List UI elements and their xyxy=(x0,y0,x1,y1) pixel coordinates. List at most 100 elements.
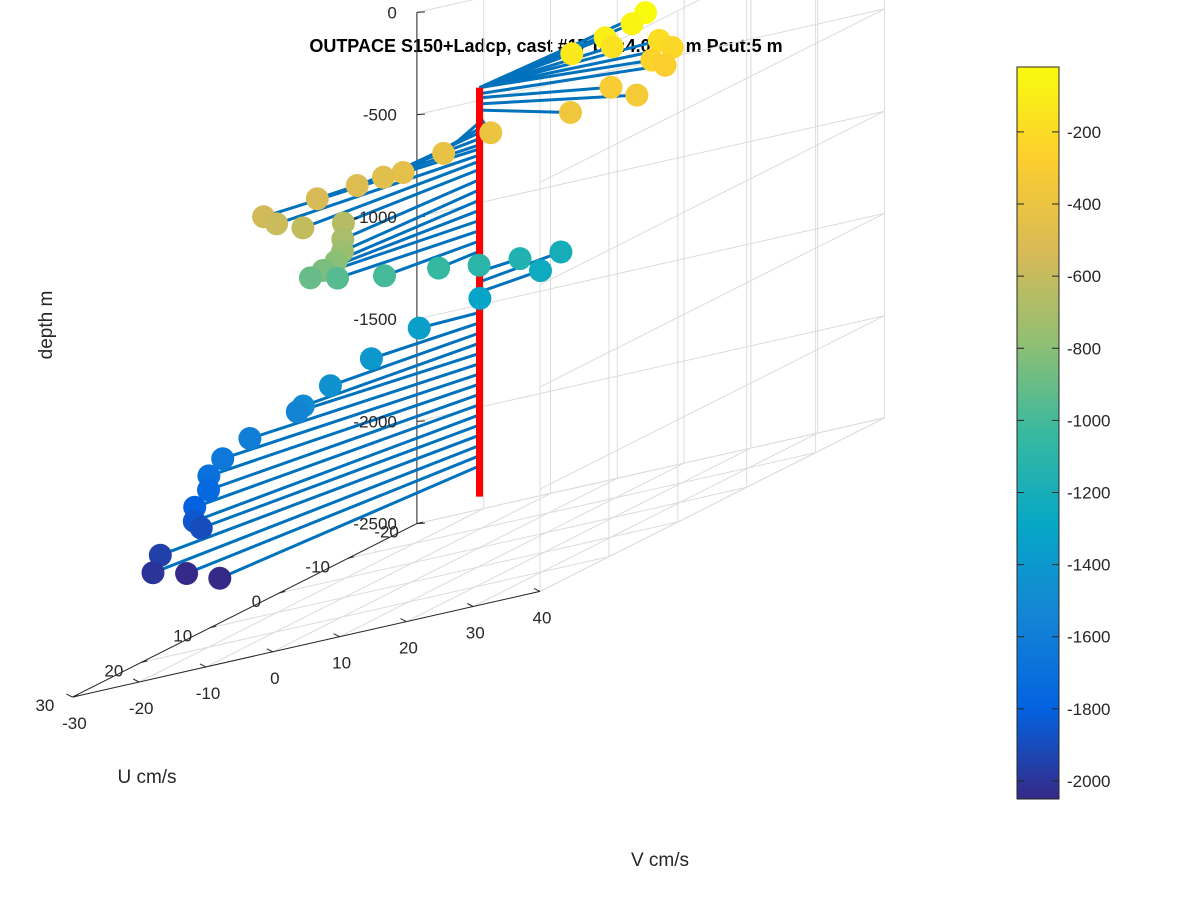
data-point xyxy=(305,187,329,211)
data-point xyxy=(345,174,369,197)
velocity-line xyxy=(337,229,480,280)
grid-line xyxy=(472,432,818,607)
data-point xyxy=(285,400,309,424)
colorbar-tick-label: -800 xyxy=(1067,339,1101,358)
data-point xyxy=(189,516,213,540)
data-point xyxy=(326,266,349,290)
y-axis-line xyxy=(72,590,541,698)
colorbar-tick-label: -1200 xyxy=(1067,483,1110,502)
x-tick-label: -20 xyxy=(374,523,399,542)
data-point xyxy=(620,12,644,36)
data-point xyxy=(599,75,623,99)
velocity-line xyxy=(208,382,480,478)
data-point xyxy=(479,121,503,145)
velocity-line xyxy=(193,413,481,523)
y-tick-mark xyxy=(533,587,541,592)
velocity-line xyxy=(479,63,666,96)
velocity-line xyxy=(383,239,481,278)
velocity-line xyxy=(479,108,571,114)
data-point xyxy=(208,566,232,590)
data-point xyxy=(653,53,677,77)
data-point xyxy=(211,447,235,471)
y-tick-label: -10 xyxy=(196,684,221,703)
x-tick-mark xyxy=(278,591,286,594)
velocity-line xyxy=(222,372,480,461)
data-point xyxy=(238,427,262,450)
velocity-line xyxy=(479,85,612,100)
data-point xyxy=(529,259,552,283)
data-point xyxy=(427,256,451,280)
x-tick-label: -10 xyxy=(305,557,330,576)
axes-box xyxy=(66,11,541,698)
y-tick-mark xyxy=(333,633,340,638)
x-axis-line xyxy=(72,523,418,698)
data-point xyxy=(468,286,492,310)
data-point xyxy=(175,562,199,585)
x-tick-label: 0 xyxy=(252,592,261,611)
z-tick-label: -1500 xyxy=(353,310,396,329)
velocity-line xyxy=(342,168,481,225)
x-tick-label: 20 xyxy=(104,661,123,680)
velocity-line xyxy=(219,464,481,580)
colorbar xyxy=(1016,66,1060,800)
data-points xyxy=(141,1,684,590)
data-point xyxy=(372,165,395,189)
velocity-line xyxy=(302,159,481,230)
velocity-line xyxy=(186,454,481,575)
z-tick-label: -1000 xyxy=(353,208,396,227)
velocity-line xyxy=(194,403,481,509)
velocity-line xyxy=(342,178,481,241)
x-tick-mark xyxy=(347,556,355,559)
data-point xyxy=(600,35,624,59)
grid-line xyxy=(416,110,885,218)
data-point xyxy=(291,216,315,240)
y-tick-label: -30 xyxy=(62,714,87,733)
data-point xyxy=(660,36,684,59)
z-tick-label: -2500 xyxy=(353,515,396,534)
grid-line xyxy=(416,417,885,525)
y-tick-label: 40 xyxy=(533,608,552,627)
colorbar-tick-label: -400 xyxy=(1067,195,1101,214)
velocity-line xyxy=(335,198,481,263)
y-tick-mark xyxy=(400,618,407,623)
velocity-line xyxy=(479,46,673,90)
velocity-lines xyxy=(152,11,673,580)
data-point xyxy=(407,316,431,340)
grid-line xyxy=(339,462,685,638)
grid-line xyxy=(416,315,885,422)
grid-line xyxy=(272,477,618,653)
data-point xyxy=(148,543,172,567)
colorbar-tick-label: -1000 xyxy=(1067,411,1110,430)
x-tick-label: 30 xyxy=(35,696,54,715)
velocity-line xyxy=(276,153,480,226)
grid-line xyxy=(205,492,551,668)
tick-labels: 0-500-1000-1500-2000-2500-20-100102030-3… xyxy=(35,3,551,733)
velocity-line xyxy=(208,392,480,492)
grid-line xyxy=(347,452,816,559)
data-point xyxy=(549,240,573,264)
z-axis-label: depth m xyxy=(36,291,57,360)
data-point xyxy=(391,161,415,184)
grid-line xyxy=(141,556,610,663)
data-point xyxy=(432,141,456,165)
velocity-line xyxy=(159,433,481,557)
data-point xyxy=(265,212,289,236)
y-tick-label: 0 xyxy=(270,669,279,688)
y-tick-label: -20 xyxy=(129,699,154,718)
y-tick-label: 30 xyxy=(466,624,485,643)
y-axis-label: V cm/s xyxy=(631,850,689,871)
grid-line xyxy=(406,447,752,623)
colorbar-ticks: -200 -400 -600 -800 -1000 -1200 -1400 -1600 -180… xyxy=(1017,123,1110,791)
colorbar-tick-label: -1600 xyxy=(1067,628,1110,647)
grid-line xyxy=(138,508,484,683)
x-tick-mark xyxy=(141,660,148,663)
data-point xyxy=(508,247,532,271)
data-point xyxy=(331,211,355,235)
grid-line xyxy=(539,110,885,286)
x-axis-label: U cm/s xyxy=(117,767,176,788)
grid-line xyxy=(278,486,747,594)
grid-line xyxy=(539,8,885,183)
data-point xyxy=(197,478,220,502)
colorbar-tick-label: -1800 xyxy=(1067,700,1110,719)
